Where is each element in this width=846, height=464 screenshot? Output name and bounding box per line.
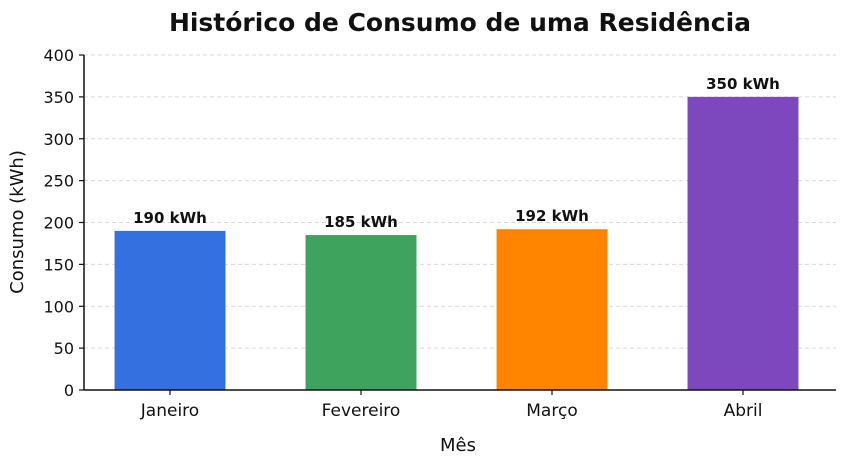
- data-label: 190 kWh: [133, 209, 207, 227]
- y-axis-ticks: 0 50 100 150 200 250 300 350 400: [43, 46, 84, 400]
- y-tick-label: 300: [43, 130, 74, 149]
- chart-title: Histórico de Consumo de uma Residência: [169, 8, 751, 37]
- y-tick-label: 200: [43, 214, 74, 233]
- bar-março: [496, 229, 608, 390]
- x-tick-label: Abril: [724, 401, 763, 421]
- y-tick-label: 350: [43, 88, 74, 107]
- x-axis-ticks: Janeiro Fevereiro Março Abril: [140, 390, 763, 421]
- bars: [114, 96, 799, 390]
- x-axis-label: Mês: [440, 435, 476, 456]
- data-labels: 190 kWh 185 kWh 192 kWh 350 kWh: [133, 75, 780, 231]
- data-label: 185 kWh: [324, 213, 398, 231]
- data-label: 350 kWh: [706, 75, 780, 93]
- bar-janeiro: [114, 230, 226, 390]
- y-tick-label: 400: [43, 46, 74, 65]
- y-tick-label: 0: [64, 381, 74, 400]
- y-tick-label: 150: [43, 255, 74, 274]
- x-tick-label: Fevereiro: [322, 401, 401, 421]
- bar-fevereiro: [305, 235, 417, 390]
- y-tick-label: 100: [43, 297, 74, 316]
- y-tick-label: 50: [54, 339, 74, 358]
- y-tick-label: 250: [43, 172, 74, 191]
- y-axis-label: Consumo (kWh): [7, 150, 28, 294]
- x-tick-label: Março: [526, 401, 577, 421]
- data-label: 192 kWh: [515, 207, 589, 225]
- bar-abril: [687, 96, 799, 390]
- x-tick-label: Janeiro: [140, 401, 199, 421]
